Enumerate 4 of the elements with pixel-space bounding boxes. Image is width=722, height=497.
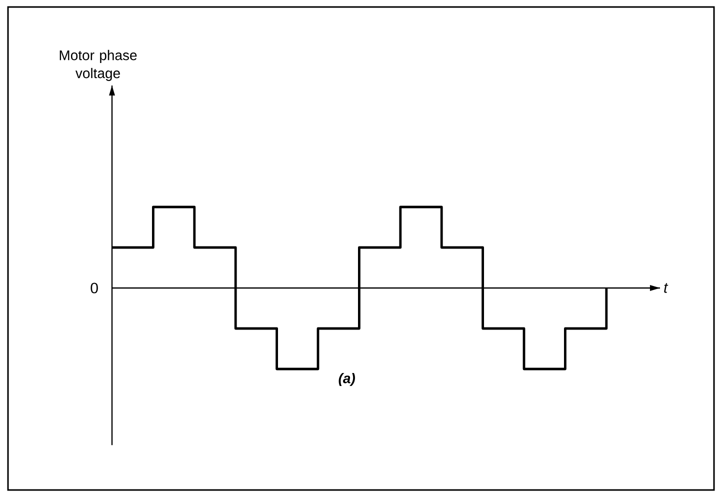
text: Motor phase voltage	[60, 50, 137, 81]
text: 0	[90, 282, 98, 294]
text: (a)	[338, 373, 355, 386]
x-axis-title: t	[664, 283, 668, 293]
